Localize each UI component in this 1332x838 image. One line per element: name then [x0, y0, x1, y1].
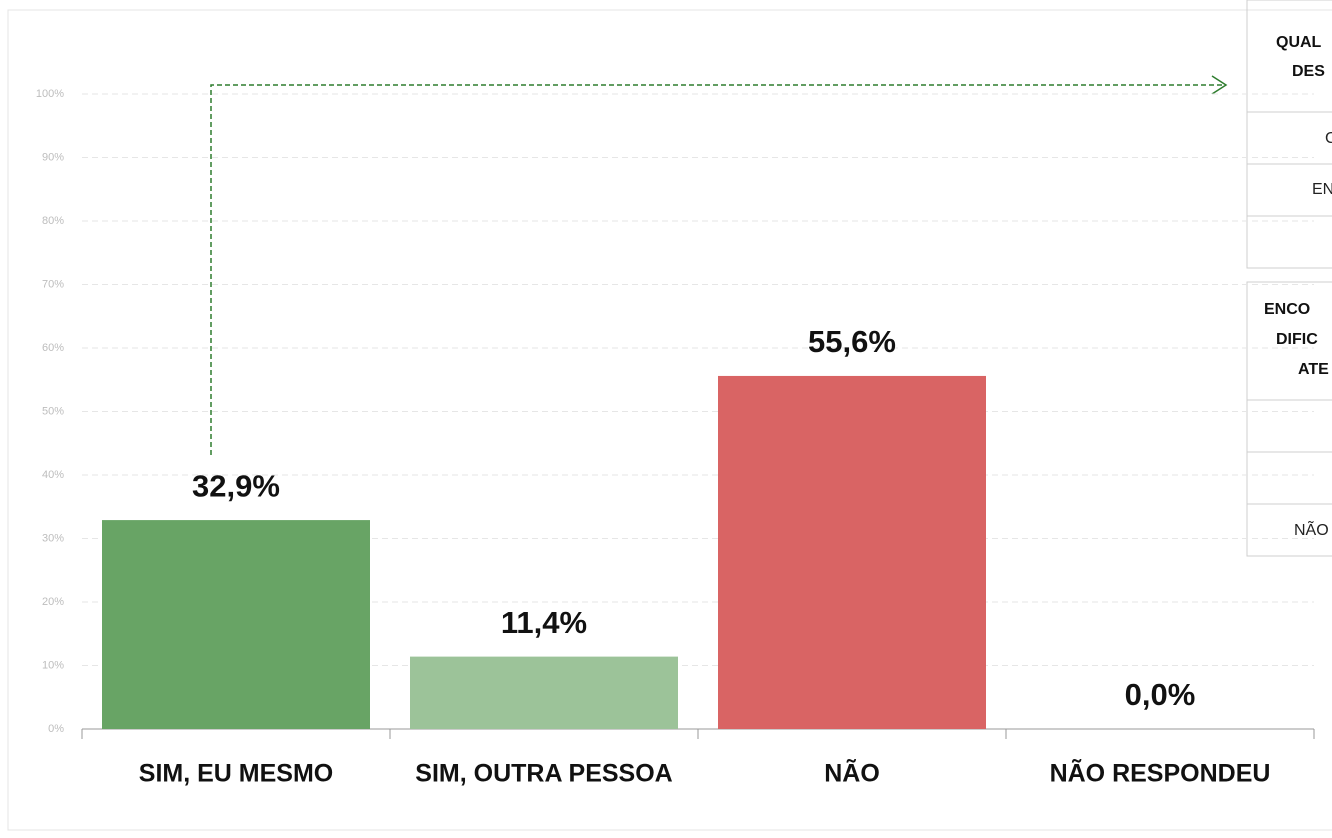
table-cell: EN [1312, 181, 1332, 198]
y-tick-label: 100% [36, 88, 64, 100]
y-tick-label: 50% [42, 405, 64, 417]
y-tick-label: 30% [42, 532, 64, 544]
table-header: ENCO [1264, 301, 1310, 318]
y-tick-label: 0% [48, 723, 64, 735]
table-header: DES [1292, 63, 1325, 80]
arrow-head [1211, 75, 1228, 95]
y-tick-label: 70% [42, 278, 64, 290]
y-tick-label: 10% [42, 659, 64, 671]
table-header: DIFIC [1276, 331, 1318, 348]
value-label: 11,4% [501, 605, 587, 640]
bar [718, 375, 986, 729]
table-cell: C [1325, 130, 1332, 147]
value-label: 55,6% [808, 324, 896, 359]
y-tick-label: 40% [42, 469, 64, 481]
x-tick-label: SIM, OUTRA PESSOA [415, 760, 672, 788]
table-header: ATE [1298, 361, 1329, 378]
y-tick-label: 90% [42, 151, 64, 163]
bar [410, 656, 678, 729]
bar [102, 520, 370, 729]
y-tick-label: 20% [42, 596, 64, 608]
value-label: 0,0% [1125, 677, 1196, 712]
x-tick-label: NÃO [824, 758, 880, 788]
arrow [210, 84, 1225, 455]
value-label: 32,9% [192, 468, 280, 503]
y-tick-label: 80% [42, 215, 64, 227]
x-tick-label: SIM, EU MESMO [139, 760, 333, 788]
table-frame [1246, 0, 1332, 269]
x-tick-label: NÃO RESPONDEU [1050, 758, 1271, 788]
table-header: QUAL [1276, 34, 1322, 51]
table-cell: NÃO [1294, 519, 1329, 539]
table-frame [1246, 281, 1332, 557]
y-tick-label: 60% [42, 342, 64, 354]
